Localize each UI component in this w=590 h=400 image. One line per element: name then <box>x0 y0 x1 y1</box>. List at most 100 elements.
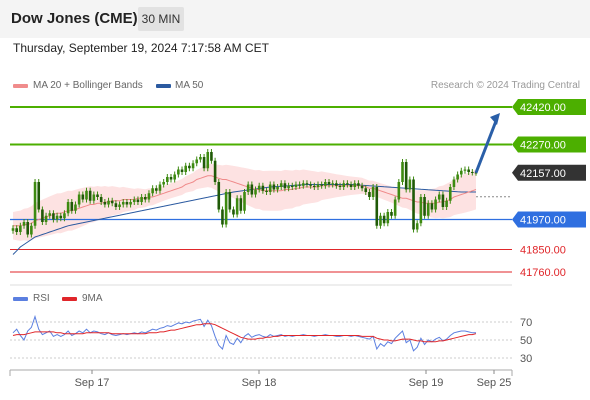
candle <box>81 194 85 200</box>
candle <box>324 182 327 186</box>
candle <box>55 215 59 220</box>
candle <box>397 182 401 200</box>
candle <box>66 202 70 214</box>
candle <box>114 203 118 207</box>
candle <box>408 179 412 190</box>
candle <box>85 190 88 200</box>
candle <box>243 192 246 211</box>
candle <box>136 199 140 202</box>
candle <box>59 215 63 219</box>
candle <box>221 209 224 225</box>
candle <box>107 200 110 205</box>
candle <box>151 188 154 194</box>
candle <box>191 163 195 169</box>
candle <box>452 179 456 187</box>
candle <box>103 202 107 205</box>
candle <box>155 188 158 191</box>
candle <box>129 202 132 205</box>
candle <box>96 194 99 197</box>
candle <box>15 228 18 232</box>
candle <box>268 184 272 192</box>
candle <box>382 215 386 224</box>
candle <box>353 183 357 187</box>
rsi-tick-70: 70 <box>520 317 532 329</box>
level-label-41850.00: 41850.00 <box>520 245 566 257</box>
candle <box>364 188 368 192</box>
candle <box>309 184 312 186</box>
candle <box>166 177 169 182</box>
candle <box>26 222 29 235</box>
candle <box>298 184 301 186</box>
candle <box>320 184 323 186</box>
x-tick-Sep 18: Sep 18 <box>242 377 277 389</box>
candle <box>254 189 257 195</box>
candle <box>434 199 437 210</box>
candle <box>99 197 103 202</box>
candle <box>44 215 48 222</box>
candle <box>316 184 320 187</box>
candle <box>430 203 434 210</box>
rsi-legend-swatch <box>13 297 28 301</box>
candle <box>357 183 360 186</box>
candle <box>63 213 66 219</box>
candle <box>338 185 342 187</box>
candle <box>184 165 188 172</box>
candle <box>445 200 448 207</box>
candle <box>239 198 243 211</box>
timeframe-button[interactable]: 30 MIN <box>138 7 184 31</box>
candle <box>125 202 129 205</box>
candle <box>228 192 232 210</box>
candle <box>213 160 217 182</box>
candle <box>147 193 151 200</box>
candle <box>206 152 210 169</box>
candle <box>371 187 375 197</box>
rsi-ma-line <box>12 323 477 343</box>
candle <box>313 185 316 187</box>
candle <box>140 197 143 202</box>
candle <box>294 184 298 187</box>
candle <box>210 152 213 161</box>
candle <box>173 174 176 180</box>
candle <box>70 202 74 211</box>
candle <box>368 192 371 197</box>
candle <box>393 199 397 216</box>
candle <box>37 182 41 210</box>
candle <box>456 174 459 180</box>
candle <box>180 169 184 172</box>
candle <box>412 179 415 230</box>
candle <box>327 182 331 185</box>
candle <box>441 194 445 207</box>
candle <box>22 222 26 226</box>
candle <box>448 187 452 201</box>
ma50-legend-swatch <box>156 84 171 88</box>
candle <box>437 194 441 200</box>
ma50-legend-label: MA 50 <box>175 80 204 91</box>
level-label-41760.00: 41760.00 <box>520 267 566 279</box>
x-tick-Sep 17: Sep 17 <box>75 377 110 389</box>
candle <box>48 213 52 216</box>
candle <box>30 225 33 235</box>
candle <box>92 194 96 201</box>
rsi-ma-legend-label: 9MA <box>82 293 103 304</box>
candle <box>290 185 294 187</box>
candle <box>195 159 199 164</box>
candle <box>419 197 423 224</box>
candle <box>217 182 221 210</box>
x-tick-Sep 19: Sep 19 <box>409 377 444 389</box>
candle <box>467 169 470 172</box>
level-label-41970.00: 41970.00 <box>520 215 566 227</box>
candle <box>33 182 37 226</box>
candle <box>52 213 55 220</box>
rsi-ma-legend-swatch <box>62 297 77 301</box>
rsi-legend-label: RSI <box>33 293 50 304</box>
candle <box>188 165 191 169</box>
candle <box>202 157 206 169</box>
candle <box>224 192 228 225</box>
candle <box>415 223 419 230</box>
candle <box>121 202 125 205</box>
candle <box>305 183 309 185</box>
candle <box>110 200 114 204</box>
candle <box>246 184 250 192</box>
candle <box>279 183 283 187</box>
